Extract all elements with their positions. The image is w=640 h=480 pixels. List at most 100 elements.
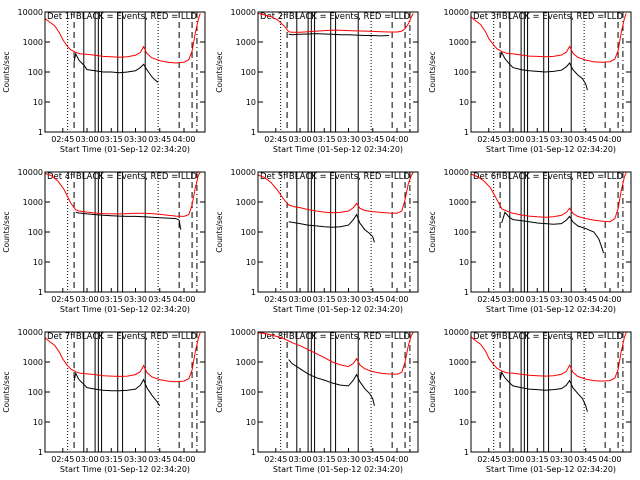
y-tick-label: 1 <box>464 288 469 297</box>
plot-frame <box>257 331 419 453</box>
series-line-lld <box>471 332 627 382</box>
y-tick-label: 1 <box>251 288 256 297</box>
x-tick-label: 03:30 <box>550 455 573 464</box>
x-tick-label: 03:15 <box>100 135 123 144</box>
detector-panel-9: Det 9f BLACK = Events, RED = LLD11010010… <box>428 328 632 474</box>
plot-frame <box>257 171 419 293</box>
x-tick-label: 03:00 <box>501 295 524 304</box>
x-tick-label: 02:45 <box>264 295 287 304</box>
event-marker-lines <box>280 332 411 452</box>
x-tick-label: 03:15 <box>526 295 549 304</box>
event-marker-lines <box>67 332 198 452</box>
x-tick-label: 03:45 <box>361 135 384 144</box>
detector-panel-4: Det 4f BLACK = Events, RED = LLD11010010… <box>2 168 206 314</box>
series-line-lld <box>471 172 627 223</box>
y-tick-label: 10 <box>246 418 256 427</box>
x-tick-label: 03:45 <box>574 295 597 304</box>
x-axis-label: Start Time (01-Sep-12 02:34:20) <box>273 145 403 154</box>
detector-panel-5: Det 5f BLACK = Events, RED = LLD11010010… <box>215 168 419 314</box>
x-tick-label: 04:00 <box>385 135 408 144</box>
x-tick-label: 03:30 <box>124 455 147 464</box>
y-axis-label: Counts/sec <box>428 51 437 92</box>
x-tick-label: 03:30 <box>337 455 360 464</box>
x-tick-label: 02:45 <box>264 455 287 464</box>
x-tick-label: 03:15 <box>100 295 123 304</box>
x-axis-label: Start Time (01-Sep-12 02:34:20) <box>486 465 616 474</box>
y-tick-label: 10 <box>459 258 469 267</box>
x-tick-label: 02:45 <box>51 455 74 464</box>
x-tick-label: 03:45 <box>361 295 384 304</box>
series-group <box>258 172 414 243</box>
series-group <box>258 12 414 37</box>
y-tick-label: 10000 <box>231 328 256 337</box>
detector-panel-7: Det 7f BLACK = Events, RED = LLD11010010… <box>2 328 206 474</box>
y-tick-label: 10 <box>459 98 469 107</box>
series-group <box>258 332 414 406</box>
y-tick-label: 1000 <box>23 198 43 207</box>
y-tick-label: 1000 <box>449 198 469 207</box>
y-tick-label: 1000 <box>449 38 469 47</box>
detector-panel-6: Det 6f BLACK = Events, RED = LLD11010010… <box>428 168 632 314</box>
y-tick-label: 10 <box>459 418 469 427</box>
x-tick-label: 04:00 <box>598 295 621 304</box>
x-tick-label: 03:30 <box>550 295 573 304</box>
y-tick-label: 1 <box>38 128 43 137</box>
y-tick-label: 10000 <box>444 328 469 337</box>
x-tick-label: 03:15 <box>526 455 549 464</box>
x-axis-label: Start Time (01-Sep-12 02:34:20) <box>60 145 190 154</box>
y-tick-label: 1 <box>464 128 469 137</box>
x-axis-label: Start Time (01-Sep-12 02:34:20) <box>60 305 190 314</box>
series-line-lld <box>258 172 414 214</box>
y-tick-label: 10 <box>33 98 43 107</box>
x-tick-label: 03:15 <box>526 135 549 144</box>
y-axis-label: Counts/sec <box>215 211 224 252</box>
x-tick-label: 03:00 <box>501 455 524 464</box>
x-tick-label: 04:00 <box>172 135 195 144</box>
series-line-events <box>73 52 159 83</box>
detector-panel-2: Det 2f BLACK = Events, RED = LLD11010010… <box>215 8 419 154</box>
y-tick-label: 10000 <box>18 328 43 337</box>
x-tick-label: 02:45 <box>264 135 287 144</box>
x-tick-label: 03:00 <box>288 295 311 304</box>
x-tick-label: 03:15 <box>313 135 336 144</box>
series-line-lld <box>471 13 627 63</box>
y-tick-label: 1 <box>251 448 256 457</box>
y-tick-label: 1 <box>251 128 256 137</box>
x-tick-label: 04:00 <box>172 295 195 304</box>
y-tick-label: 100 <box>28 68 43 77</box>
series-line-events <box>75 211 182 230</box>
x-tick-label: 02:45 <box>51 135 74 144</box>
x-tick-label: 03:00 <box>501 135 524 144</box>
y-axis-label: Counts/sec <box>2 211 11 252</box>
x-tick-label: 03:30 <box>124 295 147 304</box>
series-group <box>471 332 627 412</box>
x-tick-label: 03:30 <box>550 135 573 144</box>
x-tick-label: 03:45 <box>148 295 171 304</box>
y-tick-label: 100 <box>454 68 469 77</box>
x-axis-label: Start Time (01-Sep-12 02:34:20) <box>273 465 403 474</box>
x-tick-label: 04:00 <box>598 455 621 464</box>
series-line-events <box>501 211 604 254</box>
x-tick-label: 03:00 <box>288 135 311 144</box>
y-tick-label: 100 <box>454 388 469 397</box>
y-tick-label: 100 <box>241 68 256 77</box>
y-axis-label: Counts/sec <box>428 211 437 252</box>
y-tick-label: 100 <box>241 228 256 237</box>
event-marker-lines <box>67 172 198 292</box>
y-tick-label: 10000 <box>18 168 43 177</box>
x-tick-label: 03:00 <box>288 455 311 464</box>
series-line-events <box>499 371 588 412</box>
plot-frame <box>470 171 632 293</box>
y-tick-label: 10000 <box>231 168 256 177</box>
event-marker-lines <box>493 172 624 292</box>
x-tick-label: 02:45 <box>477 455 500 464</box>
series-line-lld <box>45 332 201 383</box>
y-tick-label: 1000 <box>236 358 256 367</box>
x-axis-label: Start Time (01-Sep-12 02:34:20) <box>486 145 616 154</box>
detector-panel-8: Det 8f BLACK = Events, RED = LLD11010010… <box>215 328 419 474</box>
x-tick-label: 04:00 <box>385 455 408 464</box>
y-tick-label: 10000 <box>231 8 256 17</box>
y-tick-label: 1 <box>464 448 469 457</box>
x-axis-label: Start Time (01-Sep-12 02:34:20) <box>60 465 190 474</box>
x-tick-label: 03:30 <box>124 135 147 144</box>
